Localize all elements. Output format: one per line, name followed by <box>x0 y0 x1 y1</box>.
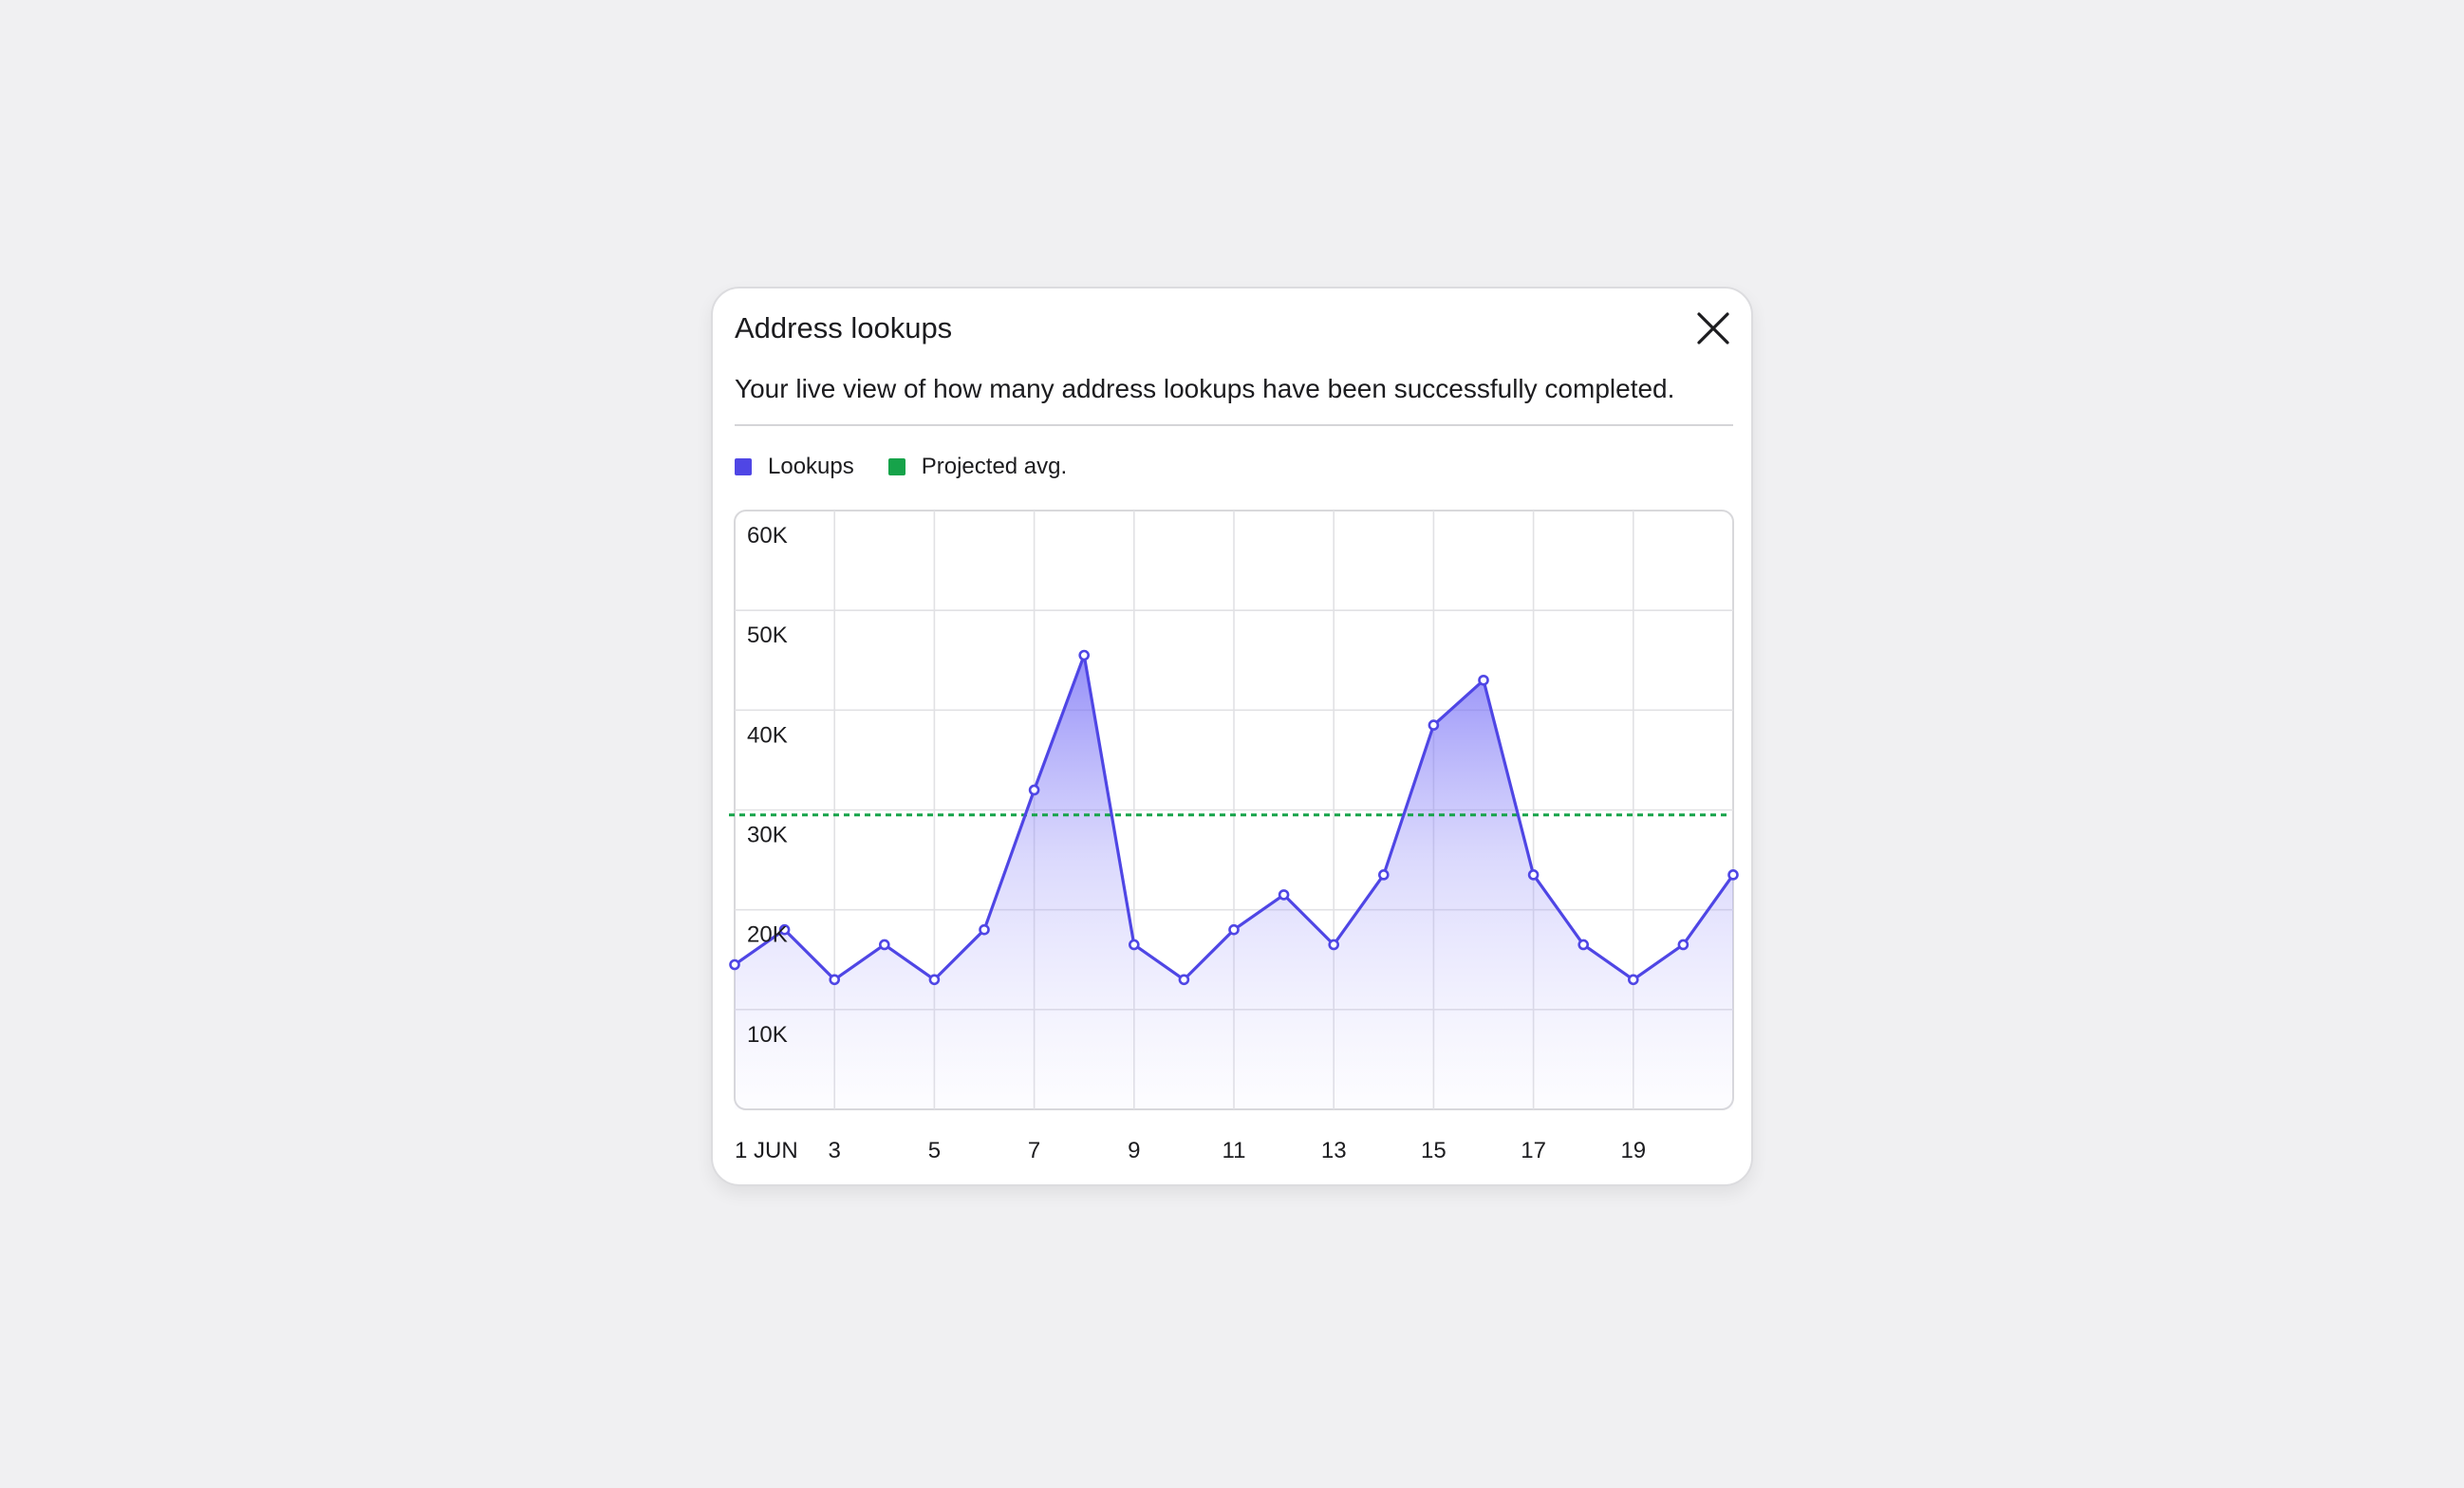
lookups-point <box>979 923 990 936</box>
y-tick-label: 10K <box>747 1022 788 1048</box>
legend-swatch-lookups <box>735 458 752 475</box>
x-tick-label: 3 <box>829 1138 841 1163</box>
lookups-point <box>1627 974 1639 986</box>
legend-label-projected-avg: Projected avg. <box>921 454 1068 479</box>
panel-subtitle: Your live view of how many address looku… <box>735 374 1675 403</box>
lookups-point <box>1128 939 1140 951</box>
lookups-point <box>1178 974 1190 986</box>
legend-swatch-projected-avg <box>887 458 905 475</box>
x-tick-label: 5 <box>928 1138 941 1163</box>
lookups-point <box>778 923 791 936</box>
y-tick-label: 30K <box>747 823 788 848</box>
x-tick-label: 7 <box>1028 1138 1040 1163</box>
lookups-point <box>1478 674 1489 686</box>
y-tick-label: 60K <box>747 523 788 549</box>
y-tick-label: 50K <box>747 623 788 648</box>
x-tick-label: 13 <box>1321 1138 1347 1163</box>
lookups-point <box>1377 869 1390 881</box>
divider <box>735 424 1733 426</box>
close-icon <box>1697 312 1729 344</box>
lookups-point <box>1278 889 1290 901</box>
lookups-point <box>879 939 890 951</box>
lookups-point <box>1078 649 1091 661</box>
legend-item-projected-avg: Projected avg. <box>887 454 1068 480</box>
x-tick-label: 11 <box>1223 1138 1246 1163</box>
lookups-point <box>1228 923 1240 936</box>
lookups-point <box>1028 784 1040 796</box>
legend-label-lookups: Lookups <box>768 454 854 479</box>
close-button[interactable] <box>1692 307 1734 349</box>
x-tick-label: 1 JUN <box>735 1138 798 1163</box>
lookups-point <box>729 958 740 971</box>
lookups-point <box>1727 869 1739 881</box>
chart-legend: Lookups Projected avg. <box>735 454 1101 480</box>
lookups-chart: 60K 50K 40K 30K 20K 10K 1 JUN 3 5 7 9 11 13 15 17 19 <box>729 510 1739 1163</box>
lookups-point <box>1677 939 1689 951</box>
lookups-point <box>1428 719 1440 731</box>
lookups-point <box>829 974 840 986</box>
lookups-point <box>1328 939 1340 951</box>
y-tick-label: 20K <box>747 922 788 948</box>
x-tick-label: 17 <box>1521 1138 1546 1163</box>
x-tick-label: 9 <box>1128 1138 1140 1163</box>
legend-item-lookups: Lookups <box>735 454 854 480</box>
lookups-point <box>1527 869 1540 881</box>
panel-title: Address lookups <box>735 311 953 344</box>
x-tick-label: 19 <box>1620 1138 1646 1163</box>
lookups-point <box>1577 939 1590 951</box>
x-tick-label: 15 <box>1421 1138 1447 1163</box>
y-tick-label: 40K <box>747 722 788 748</box>
lookups-point <box>928 974 941 986</box>
lookups-area <box>735 655 1733 1109</box>
address-lookups-panel: Address lookups Your live view of how ma… <box>711 287 1753 1186</box>
